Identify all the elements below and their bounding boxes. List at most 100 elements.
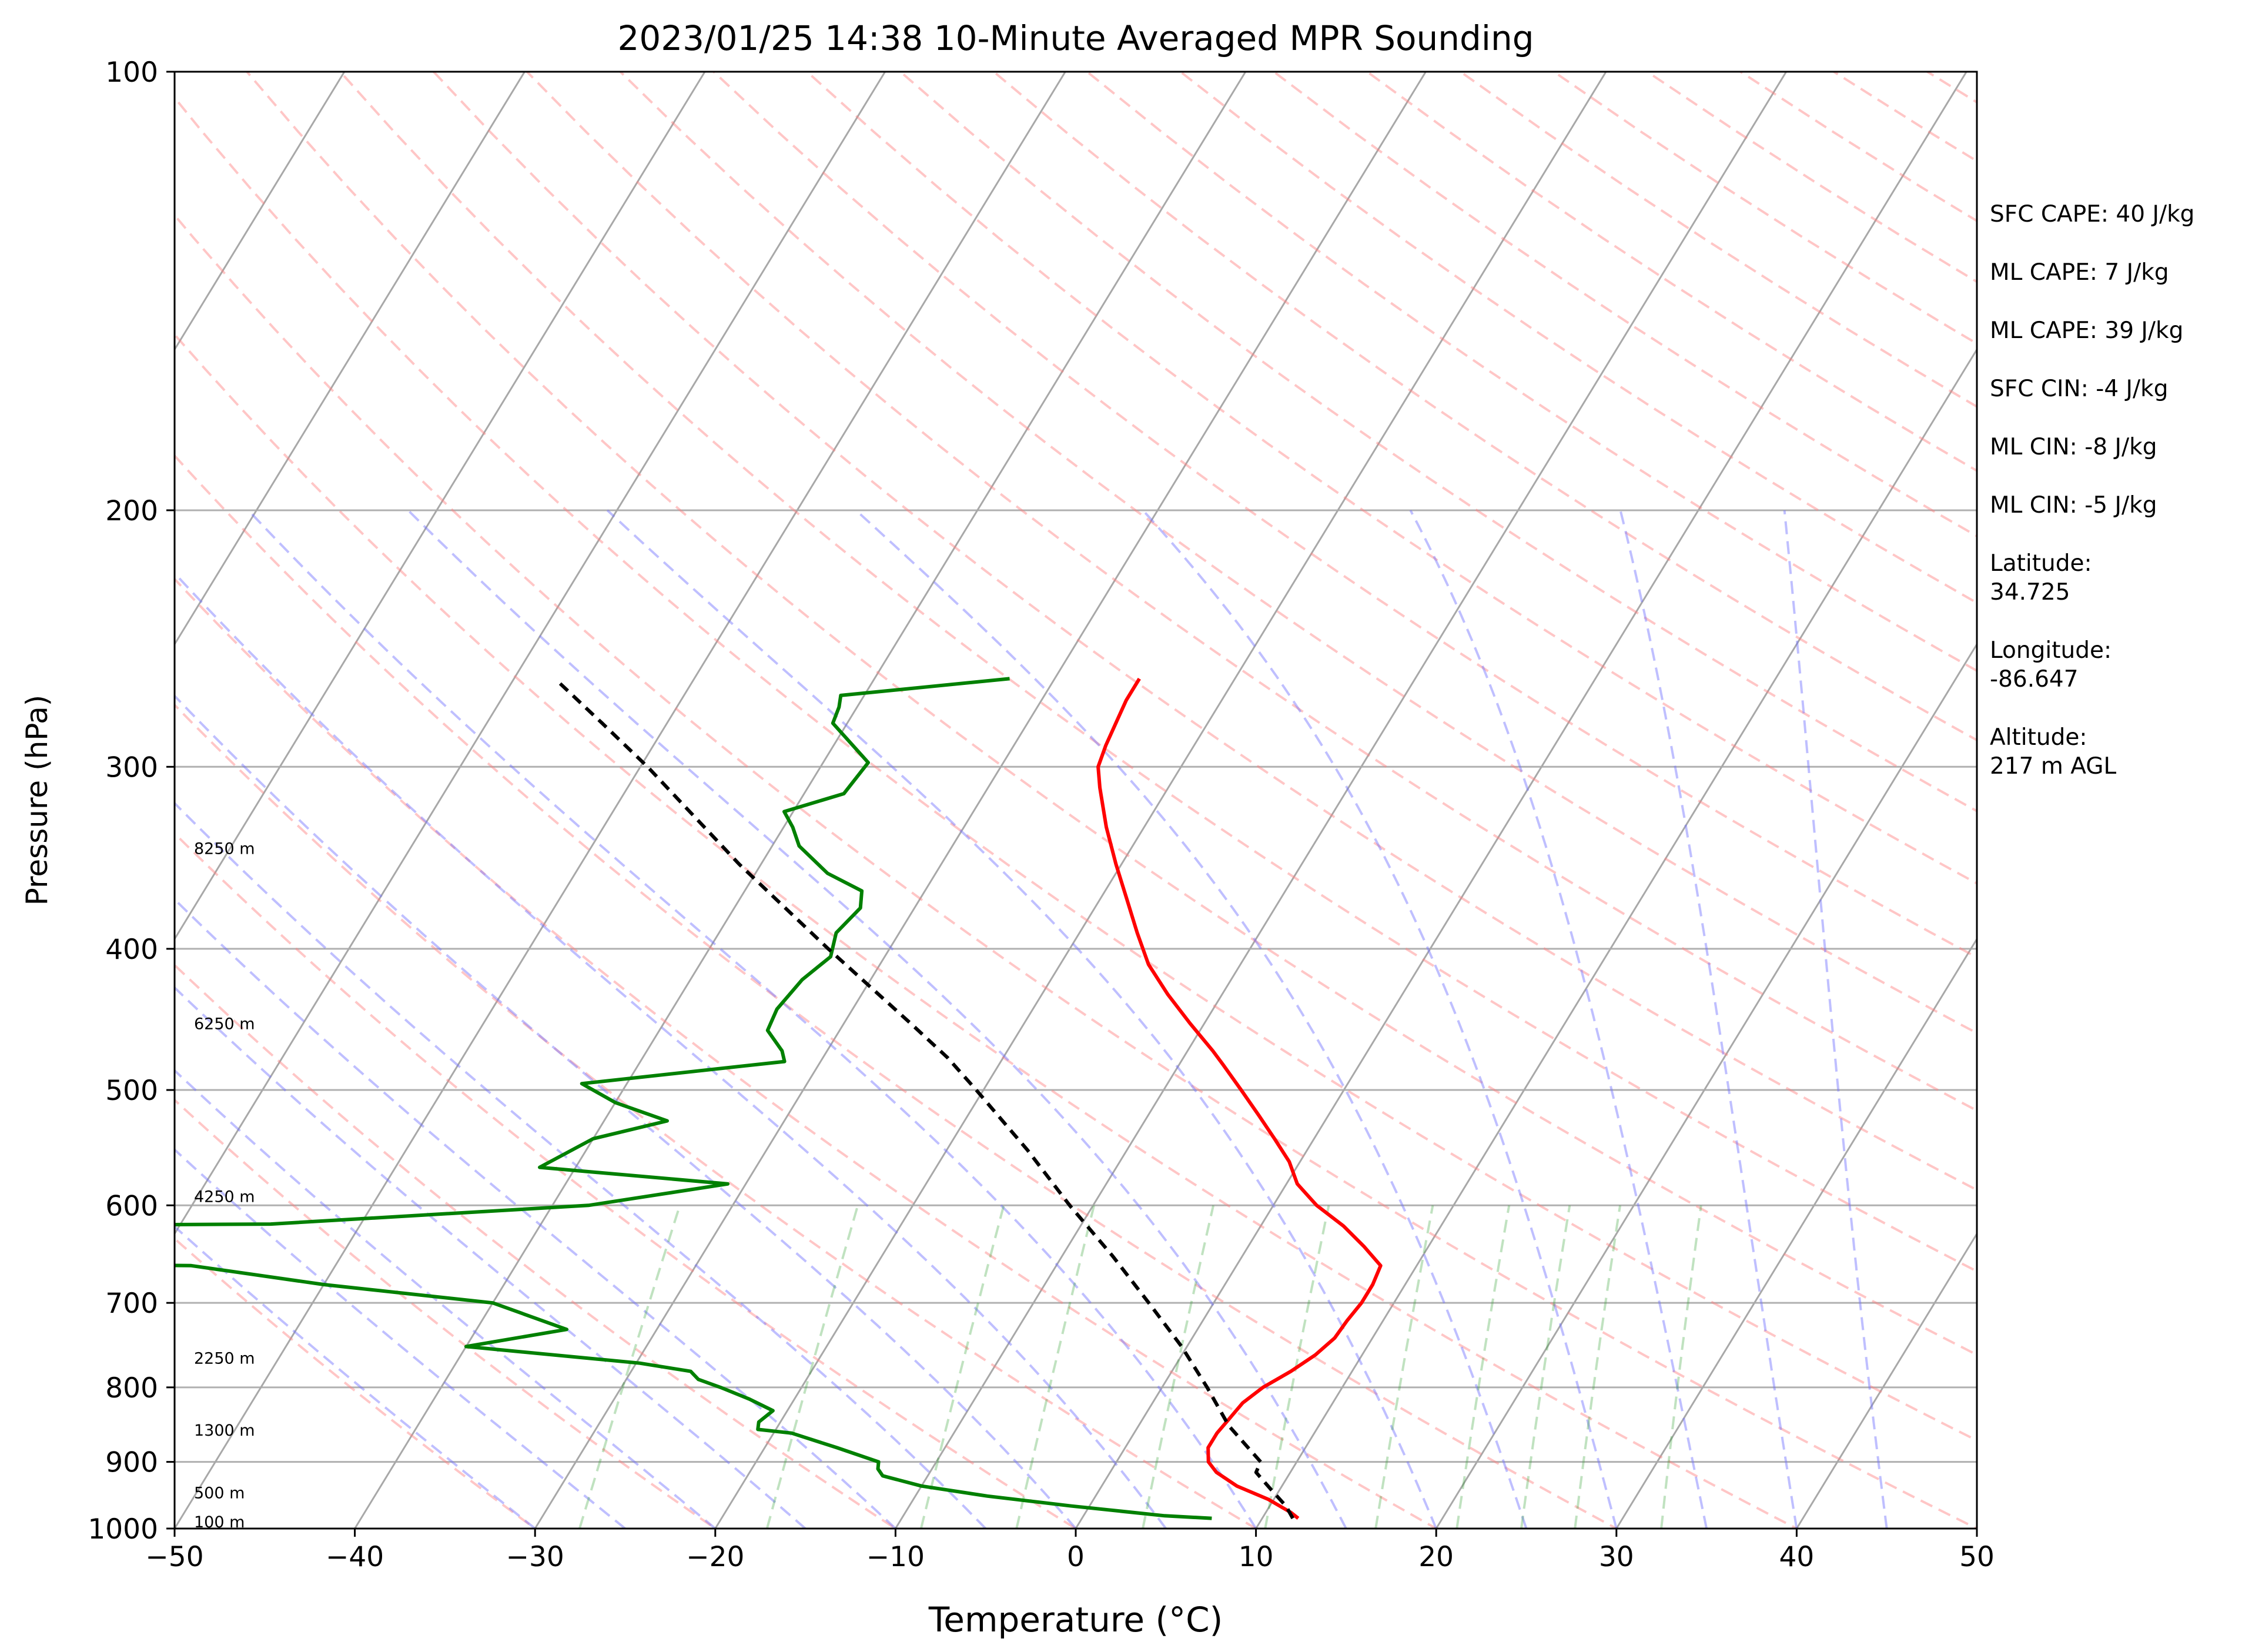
mixing-ratio-line xyxy=(919,1205,1005,1529)
moist-adiabat-line xyxy=(247,509,1257,1529)
y-tick-label: 600 xyxy=(105,1190,158,1222)
y-tick-label: 400 xyxy=(105,934,158,966)
longitude-text: Longitude: -86.647 xyxy=(1990,637,2112,693)
dry-adiabat-line xyxy=(175,963,898,1529)
mixing-ratio-line xyxy=(1374,1205,1434,1529)
mixing-ratio-line xyxy=(578,1205,681,1529)
moist-adiabat-line xyxy=(175,571,1167,1529)
moist-adiabat-line xyxy=(1783,510,1888,1529)
dry-adiabat-line xyxy=(175,333,1799,1529)
mixing-ratio-line xyxy=(1015,1205,1096,1529)
height-label: 4250 m xyxy=(194,1188,255,1206)
moist-adiabat-line xyxy=(175,986,807,1529)
isotherm-line xyxy=(175,72,706,941)
mixing-ratio-line xyxy=(1574,1205,1622,1529)
isotherm-line xyxy=(1075,72,1967,1529)
sfc-cin-text: SFC CIN: -4 J/kg xyxy=(1990,376,2169,402)
sounding-parameters-panel: SFC CAPE: 40 J/kg ML CAPE: 7 J/kg ML CAP… xyxy=(1990,200,2237,781)
moist-adiabat-line xyxy=(606,509,1438,1529)
dry-adiabat-line xyxy=(526,72,1977,1112)
x-tick-label: −40 xyxy=(326,1541,384,1573)
mixing-ratio-line xyxy=(1660,1205,1702,1529)
dry-adiabat-line xyxy=(175,213,1977,1529)
x-tick-label: −30 xyxy=(506,1541,564,1573)
moist-adiabat-line xyxy=(855,509,1528,1529)
isotherm-line xyxy=(175,72,346,352)
moist-adiabat-line xyxy=(1619,510,1798,1529)
dry-adiabat-line xyxy=(175,1098,718,1529)
mixing-ratio-line xyxy=(1520,1205,1571,1529)
ml-cape-text-2: ML CAPE: 39 J/kg xyxy=(1990,317,2184,344)
x-axis-label: Temperature (°C) xyxy=(928,1600,1223,1640)
mixing-ratio-line xyxy=(1455,1205,1511,1529)
x-axis-ticks: −50 −40 −30 −20 −10 0 10 20 30 40 50 xyxy=(145,1529,1995,1573)
y-tick-label: 200 xyxy=(105,495,158,527)
x-tick-label: 0 xyxy=(1067,1541,1085,1573)
moist-adiabat-line xyxy=(175,801,987,1529)
isotherm-line xyxy=(175,72,886,1236)
dry-adiabat-line xyxy=(806,72,1977,885)
sfc-cape-text: SFC CAPE: 40 J/kg xyxy=(1990,201,2195,228)
mixing-ratio-line xyxy=(1142,1205,1215,1529)
dry-adiabat-line xyxy=(175,95,1977,1442)
moist-adiabat-line xyxy=(175,1069,717,1529)
dewpoint-line xyxy=(175,677,1212,1520)
temperature-line xyxy=(1096,677,1383,1520)
isotherm-line xyxy=(714,72,1607,1529)
isotherm-line xyxy=(534,72,1427,1529)
height-label: 500 m xyxy=(194,1484,245,1502)
moist-adiabat-line xyxy=(175,1148,626,1529)
x-tick-label: 40 xyxy=(1779,1541,1814,1573)
chart-title: 2023/01/25 14:38 10-Minute Averaged MPR … xyxy=(617,18,1534,58)
moist-adiabat-line xyxy=(175,694,1077,1529)
dry-adiabat-line xyxy=(993,72,1977,742)
altitude-text: Altitude: 217 m AGL xyxy=(1990,724,2117,780)
ml-cape-text: ML CAPE: 7 J/kg xyxy=(1990,259,2169,286)
background-reference-lines xyxy=(175,72,1977,1529)
dry-adiabat-line xyxy=(433,72,1977,1192)
isotherm-line xyxy=(1615,937,1977,1529)
y-tick-label: 100 xyxy=(105,56,158,89)
x-tick-label: −20 xyxy=(686,1541,744,1573)
x-tick-label: −50 xyxy=(145,1541,203,1573)
x-tick-label: 50 xyxy=(1959,1541,1995,1573)
ml-cin-text-2: ML CIN: -5 J/kg xyxy=(1990,492,2157,519)
y-tick-label: 900 xyxy=(105,1447,158,1479)
dry-adiabat-line xyxy=(339,72,1977,1273)
x-tick-label: 10 xyxy=(1239,1541,1274,1573)
dry-adiabat-line xyxy=(175,577,1439,1529)
y-axis-label: Pressure (hPa) xyxy=(20,695,54,906)
moist-adiabat-line xyxy=(1409,510,1708,1529)
dry-adiabat-line xyxy=(246,72,1977,1356)
y-tick-label: 500 xyxy=(105,1075,158,1107)
x-tick-label: 30 xyxy=(1599,1541,1634,1573)
isotherm-line xyxy=(175,72,526,646)
isotherm-line xyxy=(354,72,1247,1529)
mixing-ratio-line xyxy=(765,1205,859,1529)
mixing-ratio-line xyxy=(1264,1205,1330,1529)
dry-adiabat-line xyxy=(175,454,1619,1529)
height-label: 8250 m xyxy=(194,840,255,858)
y-axis-ticks: 100 200 300 400 500 600 700 800 900 1000 xyxy=(88,56,175,1546)
height-label: 6250 m xyxy=(194,1015,255,1034)
isotherm-line xyxy=(1255,347,1977,1529)
isotherm-line xyxy=(1796,1232,1977,1529)
moist-adiabat-line xyxy=(407,509,1347,1529)
dry-adiabat-line xyxy=(899,72,1977,812)
y-tick-label: 300 xyxy=(105,751,158,784)
ml-cin-text: ML CIN: -8 J/kg xyxy=(1990,434,2157,460)
isotherm-line xyxy=(895,72,1787,1529)
data-series xyxy=(175,677,1383,1520)
y-tick-label: 800 xyxy=(105,1372,158,1404)
latitude-text: Latitude: 34.725 xyxy=(1990,550,2092,606)
y-tick-label: 1000 xyxy=(88,1513,158,1546)
dry-adiabat-line xyxy=(175,703,1259,1529)
parcel-path-line xyxy=(556,680,1294,1520)
height-label: 1300 m xyxy=(194,1422,255,1440)
height-label: 2250 m xyxy=(194,1350,255,1368)
moist-adiabat-line xyxy=(175,1225,536,1529)
x-tick-label: 20 xyxy=(1418,1541,1454,1573)
isotherm-line xyxy=(1435,642,1977,1529)
